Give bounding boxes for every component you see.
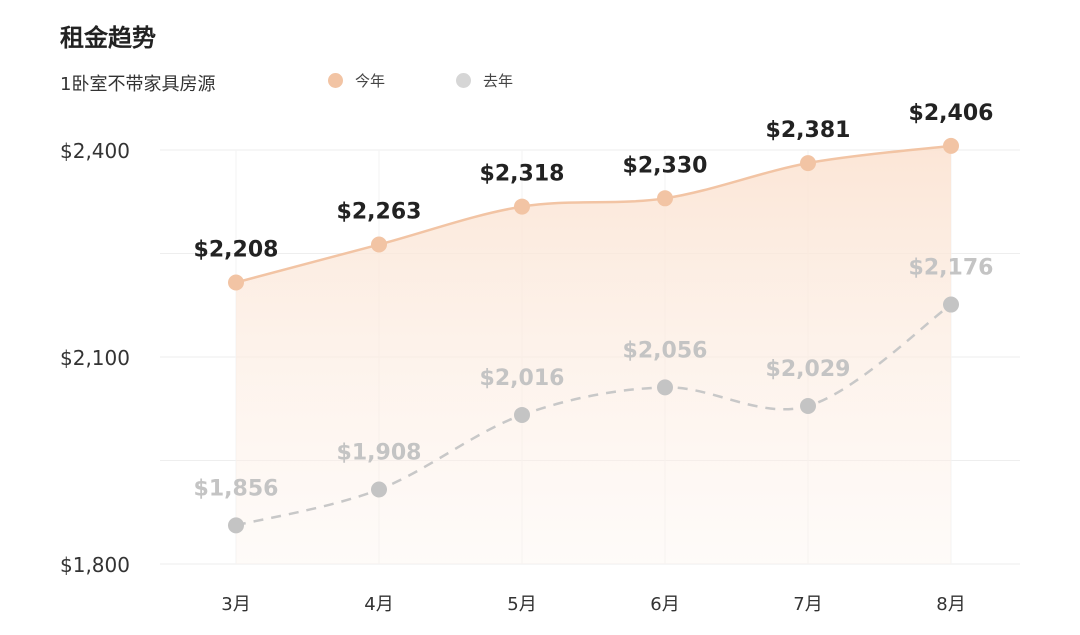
x-tick-label: 5月: [507, 594, 536, 615]
legend-label-this-year: 今年: [355, 72, 386, 90]
point-this-year: [943, 137, 959, 154]
point-this-year: [514, 198, 530, 215]
chart-title: 租金趋势: [60, 24, 156, 52]
data-label-last-year: $2,056: [623, 338, 708, 363]
point-this-year: [228, 274, 244, 291]
legend-item-this-year: 今年: [328, 70, 385, 91]
x-tick-label: 8月: [936, 594, 965, 615]
data-label-this-year: $2,381: [766, 118, 851, 143]
line-this-year: [235, 144, 952, 284]
point-last-year: [514, 406, 530, 423]
x-tick-label: 7月: [793, 594, 822, 615]
point-this-year: [800, 155, 816, 172]
data-label-this-year: $2,330: [623, 153, 708, 178]
area-this-year: [236, 145, 951, 565]
point-this-year: [371, 236, 387, 253]
y-tick-label: $2,400: [60, 139, 130, 163]
point-this-year: [657, 190, 673, 207]
legend-swatch-last-year: [456, 73, 471, 88]
data-label-this-year: $2,318: [480, 162, 565, 187]
data-label-this-year: $2,208: [194, 237, 279, 262]
legend-swatch-this-year: [328, 73, 343, 88]
point-last-year: [657, 379, 673, 396]
data-label-last-year: $2,029: [766, 357, 851, 382]
chart-subtitle: 1卧室不带家具房源: [60, 74, 216, 95]
x-tick-label: 6月: [650, 594, 679, 615]
data-label-this-year: $2,406: [909, 101, 994, 126]
data-label-this-year: $2,263: [337, 200, 422, 225]
line-last-year: [235, 303, 952, 527]
data-label-last-year: $2,176: [909, 256, 994, 281]
legend-item-last-year: 去年: [456, 70, 513, 91]
legend-label-last-year: 去年: [483, 72, 514, 90]
data-label-last-year: $2,016: [480, 366, 565, 391]
data-label-last-year: $1,908: [337, 440, 422, 465]
y-tick-label: $2,100: [60, 346, 130, 370]
point-last-year: [228, 517, 244, 534]
point-last-year: [800, 397, 816, 414]
x-tick-label: 3月: [221, 594, 250, 615]
y-tick-label: $1,800: [60, 553, 130, 577]
point-last-year: [943, 296, 959, 313]
point-last-year: [371, 481, 387, 498]
data-label-last-year: $1,856: [194, 476, 279, 501]
x-tick-label: 4月: [364, 594, 393, 615]
